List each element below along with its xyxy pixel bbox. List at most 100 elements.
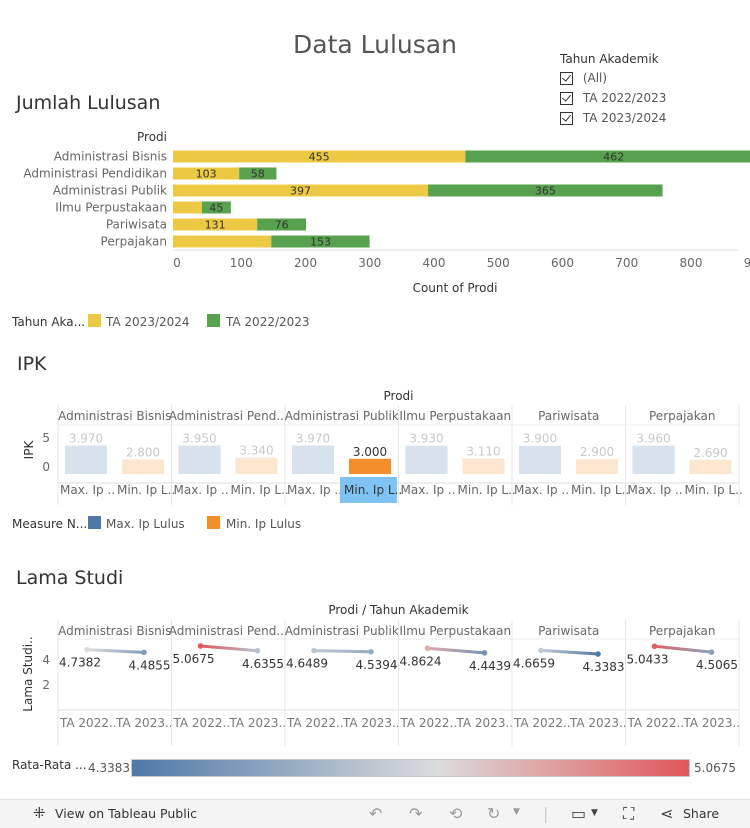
x-tick-label: TA 2022.. bbox=[400, 716, 458, 730]
data-point[interactable] bbox=[198, 643, 204, 649]
data-point[interactable] bbox=[141, 650, 147, 656]
x-tick-label: 600 bbox=[551, 256, 574, 270]
trend-line bbox=[428, 648, 485, 653]
legend-label-ta-2023-2024[interactable]: TA 2023/2024 bbox=[106, 315, 190, 329]
checkbox-icon[interactable] bbox=[560, 112, 573, 125]
data-point[interactable] bbox=[482, 650, 488, 656]
data-point[interactable] bbox=[255, 648, 261, 654]
data-point[interactable] bbox=[652, 643, 658, 649]
ipk-legend-title: Measure N... bbox=[12, 517, 87, 531]
x-tick-label: TA 2022.. bbox=[627, 716, 685, 730]
legend-swatch-ta-2022-2023[interactable] bbox=[207, 314, 220, 327]
bar-value-label: 58 bbox=[251, 168, 265, 181]
y-tick-label: 2 bbox=[42, 678, 50, 692]
bar-value-label: 2.800 bbox=[126, 445, 160, 459]
x-tick-label: 200 bbox=[294, 256, 317, 270]
lama-chart[interactable]: Prodi / Tahun Akademik Lama Studi.. 4 2 Admi… bbox=[0, 600, 750, 750]
point-value-label: 5.0675 bbox=[173, 652, 215, 666]
x-tick-label: TA 2022.. bbox=[173, 716, 231, 730]
filter-option-ta-2022-2023[interactable]: TA 2022/2023 bbox=[560, 91, 740, 111]
group-header: Administrasi Pend... bbox=[169, 409, 288, 423]
bar-value-label: 455 bbox=[309, 151, 330, 164]
bar[interactable] bbox=[463, 458, 505, 474]
refresh-icon[interactable]: ↻ bbox=[487, 804, 500, 823]
point-value-label: 4.3383 bbox=[583, 660, 625, 674]
legend-swatch-ta-2023-2024[interactable] bbox=[88, 314, 101, 327]
data-point[interactable] bbox=[311, 648, 317, 654]
redo-icon[interactable]: ↷ bbox=[409, 804, 422, 823]
x-tick-label: Min. Ip L.. bbox=[458, 483, 516, 497]
data-point[interactable] bbox=[595, 651, 601, 657]
x-tick-label: Max. Ip .. bbox=[628, 483, 683, 497]
legend-swatch-min-ip[interactable] bbox=[207, 516, 220, 529]
bar[interactable] bbox=[179, 446, 221, 474]
lama-legend-min: 4.3383 bbox=[88, 761, 130, 775]
category-label: Administrasi Bisnis bbox=[54, 150, 167, 164]
category-label: Administrasi Publik bbox=[53, 184, 167, 198]
bar[interactable] bbox=[349, 459, 391, 474]
jumlah-chart[interactable]: Administrasi Bisnis 455 462 Administrasi Pe… bbox=[0, 140, 750, 300]
bar[interactable] bbox=[236, 458, 278, 474]
share-icon[interactable]: ⋖ bbox=[660, 804, 673, 823]
device-dropdown-icon[interactable]: ▼ bbox=[591, 808, 598, 818]
y-tick-label: 0 bbox=[42, 460, 50, 474]
undo-icon[interactable]: ↶ bbox=[369, 804, 382, 823]
share-button[interactable]: Share bbox=[683, 806, 719, 821]
bar[interactable] bbox=[633, 446, 675, 474]
y-axis-title: Lama Studi.. bbox=[21, 636, 35, 711]
fullscreen-icon[interactable]: ⛶ bbox=[623, 804, 634, 824]
checkbox-icon[interactable] bbox=[560, 92, 573, 105]
x-tick-label: 300 bbox=[358, 256, 381, 270]
data-point[interactable] bbox=[84, 647, 90, 653]
bar[interactable] bbox=[519, 446, 561, 474]
revert-icon[interactable]: ⟲ bbox=[449, 804, 462, 823]
data-point[interactable] bbox=[538, 648, 544, 654]
point-value-label: 4.4439 bbox=[469, 659, 511, 673]
x-tick-label: TA 2022.. bbox=[513, 716, 571, 730]
data-point[interactable] bbox=[425, 645, 431, 651]
y-tick-label: 5 bbox=[42, 431, 50, 445]
data-point[interactable] bbox=[368, 649, 374, 655]
legend-swatch-max-ip[interactable] bbox=[88, 516, 101, 529]
lama-color-ramp[interactable] bbox=[131, 759, 690, 777]
column-header: Prodi / Tahun Akademik bbox=[328, 603, 468, 617]
x-tick-label: TA 2023.. bbox=[456, 716, 514, 730]
bar-value-label: 3.960 bbox=[636, 432, 670, 446]
bar[interactable] bbox=[406, 446, 448, 474]
bar-value-label: 3.950 bbox=[182, 432, 216, 446]
x-tick-label: 400 bbox=[423, 256, 446, 270]
x-tick-label: Min. Ip L.. bbox=[117, 483, 175, 497]
x-tick-label: TA 2023.. bbox=[229, 716, 287, 730]
bar-value-label: 76 bbox=[275, 219, 289, 232]
x-tick-label: TA 2023.. bbox=[115, 716, 173, 730]
filter-option-ta-2023-2024[interactable]: TA 2023/2024 bbox=[560, 111, 740, 131]
legend-label-max-ip[interactable]: Max. Ip Lulus bbox=[106, 517, 185, 531]
bar-value-label: 2.900 bbox=[580, 445, 614, 459]
legend-label-ta-2022-2023[interactable]: TA 2022/2023 bbox=[226, 315, 310, 329]
bar[interactable] bbox=[576, 459, 618, 474]
x-tick-label: Min. Ip L.. bbox=[231, 483, 289, 497]
x-tick-label: Max. Ip .. bbox=[287, 483, 342, 497]
filter-option-all[interactable]: (All) bbox=[560, 71, 740, 91]
legend-label-min-ip[interactable]: Min. Ip Lulus bbox=[226, 517, 301, 531]
data-point[interactable] bbox=[709, 649, 715, 655]
x-tick-label: 0 bbox=[173, 256, 181, 270]
view-on-tableau-link[interactable]: View on Tableau Public bbox=[55, 806, 197, 821]
point-value-label: 4.7382 bbox=[59, 656, 101, 670]
checkbox-icon[interactable] bbox=[560, 72, 573, 85]
group-header: Ilmu Perpustakaan bbox=[399, 624, 511, 638]
bar[interactable] bbox=[65, 446, 107, 474]
trend-line bbox=[314, 651, 371, 652]
point-value-label: 4.4855 bbox=[129, 658, 171, 672]
ipk-chart[interactable]: Prodi IPK 5 0 Administrasi Bisnis 3.970 Max. I… bbox=[0, 385, 750, 505]
x-tick-label: TA 2022.. bbox=[59, 716, 117, 730]
jumlah-legend-title: Tahun Aka... bbox=[12, 315, 85, 329]
bar-segment[interactable] bbox=[173, 236, 271, 248]
x-tick-label: 500 bbox=[487, 256, 510, 270]
bar[interactable] bbox=[690, 460, 732, 474]
device-preview-icon[interactable]: ▭ bbox=[571, 804, 586, 823]
bar-segment[interactable] bbox=[173, 202, 202, 214]
bar[interactable] bbox=[292, 446, 334, 474]
bar[interactable] bbox=[122, 459, 164, 474]
pause-dropdown-icon[interactable]: ▼ bbox=[513, 807, 520, 817]
